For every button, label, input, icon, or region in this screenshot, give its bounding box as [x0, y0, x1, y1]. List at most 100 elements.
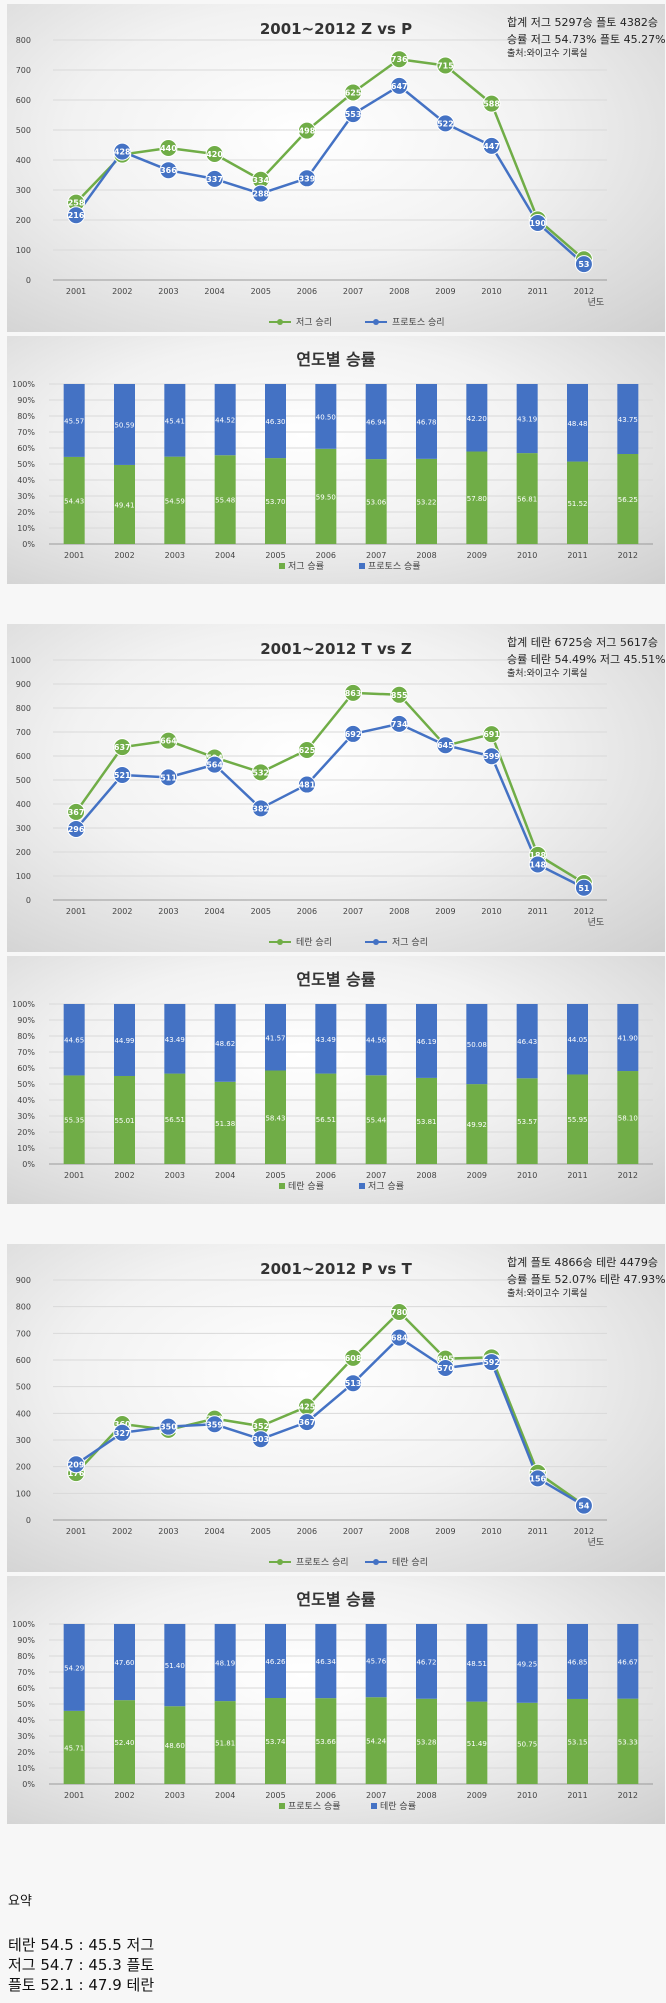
pvt-pct-tick: 20%	[17, 1748, 35, 1757]
tvz-series-1-point	[390, 714, 409, 733]
pvt-win-rate: 승률 플토 52.07% 테란 47.93%	[507, 1273, 666, 1287]
zvp-bar-x-tick: 2012	[618, 551, 638, 560]
tvz-series-1-data-label: 511	[160, 773, 177, 782]
zvp-x-tick: 2001	[66, 287, 86, 296]
zvp-win-rate: 승률 저그 54.73% 플토 45.27%	[507, 33, 666, 47]
zvp-stack-0-bar	[315, 448, 337, 544]
zvp-series-0-data-label: 498	[299, 127, 316, 136]
tvz-x-tick: 2009	[435, 907, 455, 916]
pvt-source: 출처:와이고수 기록실	[507, 1289, 588, 1300]
tvz-series-1-point	[297, 775, 316, 794]
tvz-stack-1-data-label: 50.08	[467, 1041, 487, 1049]
tvz-line-title: 2001~2012 T vs Z	[260, 640, 412, 658]
pvt-legend-label-0: 프로토스 승리	[296, 1557, 349, 1568]
pvt-stack-0-bar	[265, 1698, 286, 1784]
tvz-stack-0-bar	[265, 1070, 286, 1164]
tvz-y-tick: 0	[26, 896, 31, 905]
tvz-series-1-point	[436, 736, 455, 755]
tvz-bar-x-tick: 2003	[165, 1171, 185, 1180]
tvz-stack-0-data-label: 49.92	[467, 1121, 487, 1129]
pvt-y-tick: 800	[16, 1303, 31, 1312]
zvp-series-0-point	[297, 121, 316, 140]
pvt-x-tick: 2006	[297, 1527, 317, 1536]
zvp-stack-0-data-label: 54.43	[64, 497, 84, 505]
zvp-y-tick: 300	[16, 186, 31, 195]
zvp-x-tick: 2009	[435, 287, 455, 296]
pvt-stack-0-data-label: 51.81	[215, 1740, 235, 1748]
tvz-pct-tick: 100%	[12, 1000, 35, 1009]
pvt-series-0-data-label: 352	[252, 1422, 269, 1431]
pvt-stack-1-data-label: 48.51	[467, 1660, 487, 1668]
zvp-stack-1-bar	[164, 384, 186, 457]
summary-row-pvt: 플토 52.1 : 47.9 테란	[8, 1976, 155, 1994]
pvt-bar-x-tick: 2004	[215, 1791, 235, 1800]
pvt-pct-tick: 70%	[17, 1668, 35, 1677]
tvz-series-1-data-label: 734	[391, 720, 408, 729]
zvp-y-tick: 600	[16, 96, 31, 105]
tvz-pct-tick: 0%	[22, 1160, 35, 1169]
tvz-series-1-point	[251, 799, 270, 818]
pvt-bar-x-tick: 2007	[366, 1791, 386, 1800]
pvt-stack-1-data-label: 46.26	[265, 1658, 286, 1666]
zvp-stack-1-bar	[63, 384, 85, 457]
tvz-rate-chart: 연도별 승률 0% 10% 20% 30% 40% 50% 60% 70% 80% 90% 100% 5…	[12, 970, 653, 1192]
pvt-series-1-data-label: 592	[483, 1358, 500, 1367]
zvp-series-1-point	[113, 142, 132, 161]
tvz-bar-x-tick: 2004	[215, 1171, 235, 1180]
tvz-series-0-point	[297, 741, 316, 759]
zvp-y-tick: 800	[16, 36, 31, 45]
pvt-bar-x-tick: 2010	[517, 1791, 537, 1800]
zvp-stack-1-bar	[315, 384, 337, 449]
pvt-x-tick: 2012	[574, 1527, 594, 1536]
tvz-stack-0-data-label: 53.81	[416, 1118, 436, 1126]
pvt-stack-1-bar	[365, 1624, 387, 1698]
pvt-stack-1-bar	[466, 1624, 488, 1702]
zvp-stack-1-data-label: 40.50	[316, 413, 336, 421]
zvp-stack-1-data-label: 43.75	[618, 416, 638, 424]
tvz-x-tick: 2003	[158, 907, 178, 916]
tvz-series-0-point	[482, 725, 501, 744]
pvt-stack-1-data-label: 46.85	[567, 1658, 587, 1666]
zvp-series-1-data-label: 53	[578, 260, 589, 269]
pvt-x-tick: 2009	[435, 1527, 455, 1536]
tvz-y-tick: 900	[16, 680, 31, 689]
pvt-bar-title: 연도별 승률	[296, 1590, 375, 1609]
summary-row-zvp: 저그 54.7 : 45.3 플토	[8, 1956, 155, 1974]
zvp-series-0-data-label: 420	[206, 150, 223, 159]
tvz-stack-1-bar	[416, 1004, 437, 1078]
pvt-stack-1-data-label: 54.29	[64, 1664, 84, 1672]
tvz-stack-1-data-label: 44.65	[64, 1037, 84, 1045]
tvz-y-tick: 400	[16, 800, 31, 809]
zvp-source: 출처:와이고수 기록실	[507, 49, 588, 60]
tvz-series-1-data-label: 645	[437, 741, 454, 750]
tvz-legend-label-0: 테란 승리	[296, 936, 332, 948]
zvp-pct-tick: 40%	[17, 476, 35, 485]
pvt-stack-1-bar	[214, 1624, 236, 1702]
zvp-pct-tick: 10%	[17, 524, 35, 533]
zvp-bar-legend-swatch-1	[359, 563, 365, 569]
zvp-series-1-data-label: 553	[345, 110, 362, 119]
tvz-bar-x-tick: 2009	[467, 1171, 487, 1180]
tvz-series-1-data-label: 296	[68, 825, 85, 834]
tvz-series-1-data-label: 481	[299, 781, 316, 790]
pvt-stack-1-bar	[63, 1624, 85, 1711]
tvz-win-rate: 승률 테란 54.49% 저그 45.51%	[507, 653, 666, 667]
tvz-stack-1-bar	[214, 1004, 236, 1082]
zvp-bar-legend-label-0: 저그 승률	[288, 561, 324, 572]
tvz-bar-x-tick: 2006	[316, 1171, 336, 1180]
tvz-series-1-point	[67, 819, 86, 838]
zvp-x-tick: 2005	[251, 287, 271, 296]
tvz-x-tick: 2008	[389, 907, 409, 916]
pvt-series-1-point	[528, 1469, 547, 1488]
pvt-stack-0-data-label: 45.71	[64, 1744, 84, 1752]
zvp-stack-0-data-label: 53.22	[416, 498, 436, 506]
tvz-pct-tick: 50%	[17, 1080, 35, 1089]
tvz-stack-0-bar	[466, 1084, 488, 1164]
zvp-legend-marker-1	[373, 319, 379, 325]
pvt-legend-marker-1	[373, 1559, 379, 1565]
tvz-pct-tick: 70%	[17, 1048, 35, 1057]
pvt-x-tick: 2011	[528, 1527, 548, 1536]
tvz-stack-1-data-label: 44.99	[114, 1037, 134, 1045]
zvp-stack-0-bar	[63, 456, 85, 544]
pvt-series-1-data-label: 570	[437, 1364, 454, 1373]
